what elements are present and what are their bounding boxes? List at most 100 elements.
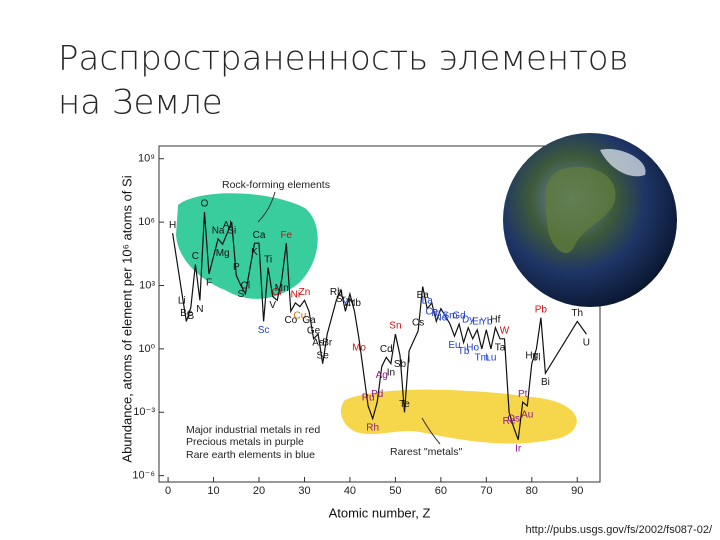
x-tick-label: 20 [253,485,265,497]
x-tick-label: 0 [165,485,171,497]
element-label: Nb [348,298,361,309]
element-label: Mn [275,283,289,294]
element-label: Ge [307,325,321,336]
element-label: Rb [330,287,343,298]
element-label: Re [503,416,516,427]
earth-continent [545,166,616,254]
element-label: Ir [515,443,522,454]
element-label: O [201,199,209,210]
annotation: Rare earth elements in blue [186,449,315,461]
y-tick-label: 10⁰ [138,343,155,355]
x-tick-label: 50 [389,485,401,497]
element-label: N [196,304,203,315]
element-label: Cd [380,344,393,355]
element-label: K [251,247,258,258]
element-label: C [192,251,199,262]
element-label: Mg [216,248,230,259]
element-label: Os [507,414,520,425]
element-label: Ho [466,342,479,353]
element-label: In [387,367,395,378]
element-label: Dy [462,314,474,325]
element-label: Zr [345,298,355,309]
title-line: Распространенность элементов [58,39,629,79]
element-label: F [206,278,212,289]
element-label: Hg [525,350,538,361]
y-tick-label: 10⁻³ [133,406,155,418]
element-label: Cu [294,310,307,321]
element-label: Sb [394,359,407,370]
element-label: P [233,262,240,273]
x-tick-label: 10 [207,485,219,497]
element-label: Te [399,399,410,410]
element-label: Mo [352,342,366,353]
element-label: Sr [336,294,347,305]
annotation-arrow [257,191,276,223]
plot: 10⁹ 10⁶ 10³ 10⁰ 10⁻³ 10⁻⁶ 0 10 20 30 40 50 60 70 80 90 A… [119,145,601,520]
element-label: Eu [448,340,460,351]
element-label: Br [322,338,333,349]
annotation: Precious metals in purple [186,436,304,448]
element-label: H [169,220,176,231]
element-label: Hf [490,314,500,325]
element-label: Ta [495,342,506,353]
x-tick-label: 30 [298,485,310,497]
element-label: Be [180,308,193,319]
element-label: Li [178,295,186,306]
y-tick-label: 10⁹ [138,153,155,165]
element-label: Cs [412,318,424,329]
element-label: Sn [389,321,401,332]
element-label: Cl [241,281,250,292]
x-axis-label: Atomic number, Z [329,505,431,520]
earth-cloud [600,149,646,177]
element-label: Pr [431,308,442,319]
element-label: B [187,311,194,322]
title-line: на Земле [58,83,223,123]
element-label: Rh [366,422,379,433]
element-label: Tm [475,353,489,364]
element-label: S [237,289,244,300]
element-label: W [500,325,510,336]
element-label: Se [317,350,330,361]
element-label: Nd [434,312,447,323]
element-label: Sm [442,311,457,322]
element-label: Ru [362,393,375,404]
element-label: As [312,338,324,349]
element-label: Lu [485,353,496,364]
element-label: Tb [458,346,470,357]
source-url: http://pubs.usgs.gov/fs/2002/fs087-02/ [525,524,712,536]
element-label: Tl [532,353,540,364]
element-label: V [269,300,276,311]
element-label: Zn [299,287,311,298]
x-tick-label: 80 [526,485,538,497]
element-label: Au [521,410,533,421]
x-tick-label: 60 [435,485,447,497]
y-tick-label: 10³ [139,279,155,291]
annotation: Major industrial metals in red [186,424,320,436]
element-label: Pt [518,389,528,400]
element-label: La [422,295,434,306]
element-label: Ni [291,290,300,301]
element-label: Gd [452,311,465,322]
x-tick-label: 40 [344,485,356,497]
x-tick-label: 90 [571,485,583,497]
annotation: Rarest "metals" [390,446,462,458]
element-label: Th [571,308,583,319]
element-label: Pb [535,304,548,315]
y-axis-label: Abundance, atoms of element per 10⁶ atom… [119,175,134,462]
element-label: Er [472,316,483,327]
element-label: Ga [302,315,316,326]
element-label: Ag [376,370,388,381]
annotation-arrow [421,417,441,445]
element-label: Ce [425,307,438,318]
element-label: Na [212,226,225,237]
element-label: Ti [264,254,272,265]
element-label: Y [342,298,349,309]
element-label: Pd [371,389,383,400]
element-label: Cr [272,287,283,298]
plot-frame [158,145,601,483]
element-label: Si [227,226,236,237]
y-tick-label: 10⁶ [138,216,155,228]
element-label: Yb [480,316,493,327]
x-tick-label: 70 [480,485,492,497]
